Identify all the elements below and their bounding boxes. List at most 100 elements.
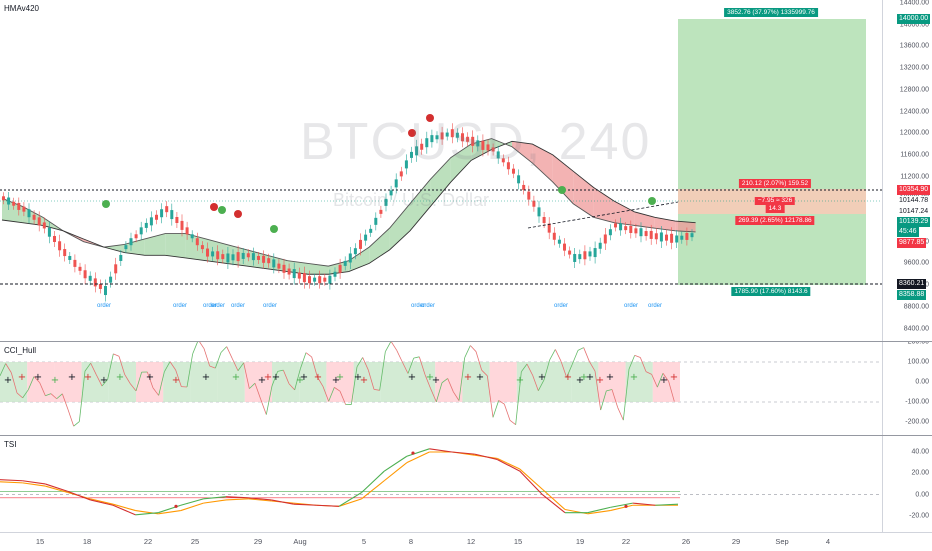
cci-cross-marker: + — [516, 375, 524, 386]
cci-hull-segment — [198, 342, 204, 349]
time-tick-label: 25 — [191, 537, 199, 546]
candle-body — [109, 277, 112, 283]
candle-body — [594, 248, 597, 257]
tsi-main-line — [45, 484, 68, 491]
time-tick-label: 18 — [83, 537, 91, 546]
axis-tick-label: 13200.00 — [900, 65, 929, 72]
cci-cross-marker: + — [34, 372, 42, 383]
hma-band-fill — [614, 201, 634, 225]
candle-body — [553, 233, 556, 240]
candle-body — [17, 203, 20, 210]
cci-cross-marker: + — [432, 375, 440, 386]
candle-body — [675, 235, 678, 242]
cci-hull-canvas[interactable]: ++++++++++++++++++++++++++++++++++++++ — [0, 342, 882, 435]
candle-body — [63, 249, 66, 256]
candle-body — [532, 201, 535, 207]
cci-cross-marker: + — [202, 372, 210, 383]
cci-cross-marker: + — [4, 375, 12, 386]
tsi-canvas[interactable] — [0, 436, 882, 532]
main-chart-pane[interactable]: BTCUSD, 240 Bitcoin / U.S. Dollar HMAv42… — [0, 0, 932, 341]
cci-hull-segment — [397, 350, 403, 362]
candle-body — [589, 251, 592, 256]
tsi-main-line — [271, 500, 294, 504]
cci-cross-marker: + — [336, 372, 344, 383]
cci-hull-segment — [618, 407, 624, 420]
candle-body — [216, 251, 219, 259]
cci-hull-pane[interactable]: ++++++++++++++++++++++++++++++++++++++ C… — [0, 342, 932, 435]
axis-tick-label: 12800.00 — [900, 86, 929, 93]
candle-body — [364, 235, 367, 241]
time-tick-label: 8 — [409, 537, 413, 546]
tsi-label[interactable]: TSI — [4, 440, 16, 449]
candle-body — [33, 215, 36, 220]
stop-entry-tag: 9877.85 — [897, 238, 926, 248]
cci-hull-segment — [635, 355, 641, 357]
candle-body — [175, 217, 178, 223]
candle-body — [114, 264, 117, 273]
cci-hull-label[interactable]: CCI_Hull — [4, 346, 36, 355]
candle-body — [94, 278, 97, 286]
time-tick-label: 12 — [467, 537, 475, 546]
candle-body — [395, 179, 398, 187]
tsi-signal-line — [0, 482, 23, 483]
candle-body — [334, 272, 337, 277]
candle-body — [232, 254, 235, 260]
axis-tick-label: 9600.00 — [904, 260, 929, 267]
tsi-signal-line — [384, 463, 407, 481]
cci-hull-segment — [74, 422, 80, 427]
tsi-main-line — [542, 495, 565, 513]
cci-cross-marker: + — [232, 372, 240, 383]
tsi-main-line — [384, 456, 407, 471]
cci-cross-marker: + — [51, 375, 59, 386]
cci-cross-marker: + — [100, 375, 108, 386]
signal-dot — [558, 186, 566, 194]
cci-cross-marker: + — [630, 372, 638, 383]
candle-body — [2, 196, 5, 200]
candle-body — [28, 209, 31, 217]
candle-body — [527, 192, 530, 200]
cci-hull-segment — [578, 348, 584, 351]
candle-body — [150, 217, 153, 225]
order-marker: order — [554, 303, 568, 309]
time-tick-label: 26 — [682, 537, 690, 546]
candle-body — [43, 222, 46, 228]
cci-hull-segment — [555, 349, 561, 361]
candle-body — [548, 224, 551, 233]
bar-countdown-tag: 45:46 — [897, 227, 919, 237]
candle-body — [272, 259, 275, 267]
candle-body — [283, 265, 286, 273]
candle-body — [349, 253, 352, 262]
candle-body — [604, 234, 607, 243]
hma-indicator-label[interactable]: HMAv420 — [4, 4, 39, 13]
cci-cross-marker: + — [360, 375, 368, 386]
candle-body — [257, 256, 260, 260]
symbol-description-watermark: Bitcoin / U.S. Dollar — [333, 190, 489, 211]
candle-body — [186, 227, 189, 234]
candle-body — [614, 223, 617, 227]
time-tick-label: 22 — [622, 537, 630, 546]
order-marker: order — [624, 303, 638, 309]
candle-body — [543, 217, 546, 223]
axis-tick-label: 8400.00 — [904, 325, 929, 332]
candle-body — [573, 254, 576, 262]
axis-tick-label: 8800.00 — [904, 303, 929, 310]
symbol-watermark: BTCUSD, 240 — [300, 112, 651, 172]
candle-body — [38, 217, 41, 225]
candle-body — [12, 202, 15, 206]
signal-dot — [218, 206, 226, 214]
candle-body — [400, 171, 403, 176]
candle-body — [344, 261, 347, 266]
candle-body — [660, 232, 663, 241]
candle-body — [211, 251, 214, 256]
candle-body — [359, 240, 362, 249]
cci-cross-marker: + — [18, 372, 26, 383]
candle-body — [640, 228, 643, 236]
last-price-tag: 10144.78 — [897, 196, 930, 206]
tsi-cross-dot — [411, 451, 414, 454]
cci-hull-segment — [391, 342, 397, 350]
candle-body — [84, 270, 87, 278]
